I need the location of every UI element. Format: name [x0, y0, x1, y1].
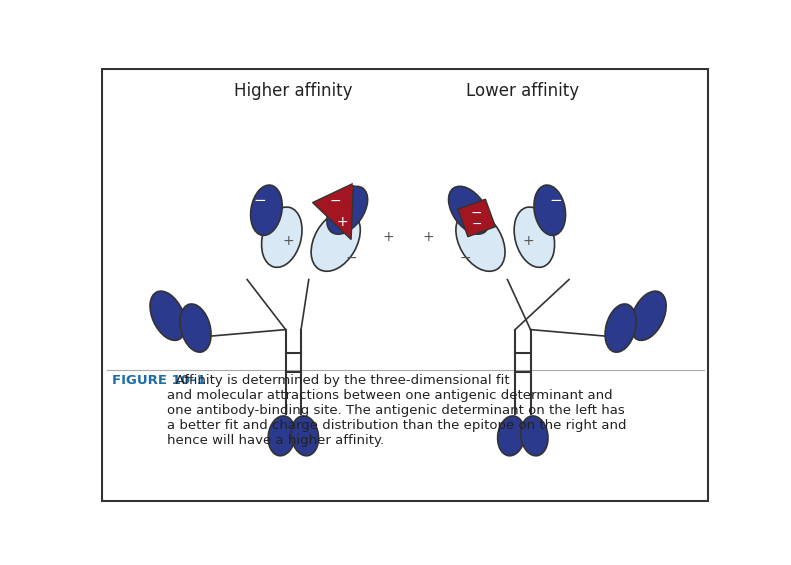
Text: Affinity is determined by the three-dimensional fit
and molecular attractions be: Affinity is determined by the three-dime… [167, 374, 626, 447]
Text: +: + [457, 173, 470, 189]
Text: +: + [422, 230, 434, 244]
Text: +: + [282, 234, 293, 248]
Text: +: + [382, 230, 394, 244]
Polygon shape [458, 199, 495, 237]
Text: −: − [330, 194, 342, 208]
Ellipse shape [180, 304, 211, 352]
Ellipse shape [605, 304, 636, 352]
Polygon shape [312, 183, 354, 240]
Ellipse shape [534, 185, 566, 236]
Text: −: − [550, 193, 562, 208]
Ellipse shape [150, 291, 186, 340]
Text: −: − [346, 251, 357, 265]
Ellipse shape [251, 185, 282, 236]
Text: −: − [254, 193, 267, 208]
Ellipse shape [514, 207, 554, 267]
Text: −: − [471, 206, 483, 220]
Text: −: − [471, 218, 482, 231]
Text: −: − [460, 251, 471, 265]
Ellipse shape [520, 416, 548, 456]
Ellipse shape [262, 207, 302, 267]
Ellipse shape [291, 416, 319, 456]
Text: Higher affinity: Higher affinity [234, 82, 353, 99]
Ellipse shape [311, 211, 360, 271]
Text: +: + [336, 215, 348, 229]
Text: FIGURE 10–1: FIGURE 10–1 [112, 374, 206, 387]
Ellipse shape [630, 291, 666, 340]
Text: Lower affinity: Lower affinity [466, 82, 579, 99]
Ellipse shape [456, 211, 505, 271]
Text: +: + [522, 234, 534, 248]
Ellipse shape [448, 186, 490, 234]
Ellipse shape [268, 416, 295, 456]
Ellipse shape [327, 186, 368, 234]
Ellipse shape [498, 416, 525, 456]
Text: +: + [346, 173, 359, 189]
